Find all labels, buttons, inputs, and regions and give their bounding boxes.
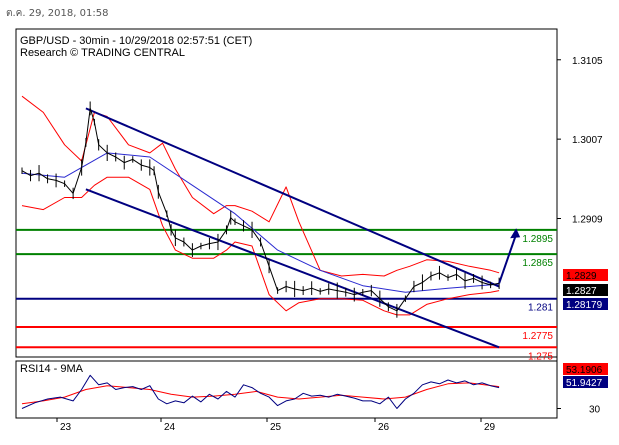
rsi-title: RSI14 - 9MA [20, 363, 84, 375]
rsi-tag-text: 51.9427 [566, 378, 603, 389]
price-panel-frame [15, 28, 558, 358]
time-tick-label: 29 [484, 422, 496, 433]
bollinger-lower-line [21, 176, 500, 316]
trend-channel [85, 107, 500, 349]
moving-average [21, 152, 500, 293]
price-tag-text: 1.28179 [566, 300, 603, 311]
channel-upper-line [85, 107, 500, 288]
price-tick-label: 1.2909 [572, 215, 603, 226]
time-tick-label: 25 [270, 422, 282, 433]
price-tag-text: 1.2827 [566, 286, 597, 297]
level-label: 1.2865 [522, 258, 553, 269]
channel-lower-line [85, 188, 500, 349]
price-tick-label: 1.3007 [572, 135, 603, 146]
price-tag-box [563, 284, 608, 296]
price-tag-text: 1.2829 [566, 271, 597, 282]
chart-title: GBP/USD - 30min - 10/29/2018 02:57:51 (C… [20, 35, 252, 47]
forecast-arrow-head [510, 228, 521, 239]
price-tick-label: 1.3105 [572, 56, 603, 67]
rsi-tag-text: 53.1906 [566, 365, 603, 376]
level-label: 1.2775 [522, 331, 553, 342]
price-tags: 1.2829 1.2827 1.28179 53.1906 51.9427 [563, 269, 608, 389]
price-tag-box [563, 298, 608, 310]
time-tick-label: 26 [378, 422, 390, 433]
price-line [21, 107, 500, 312]
price-tag-box [563, 269, 608, 281]
level-label: 1.275 [528, 351, 553, 362]
rsi-line [21, 374, 500, 409]
forecast-arrow [498, 228, 521, 284]
forecast-arrow-shaft [498, 233, 518, 284]
rsi-tick-label: 30 [589, 405, 601, 416]
rsi-series [21, 374, 500, 409]
chart-subtitle: Research © TRADING CENTRAL [20, 47, 185, 59]
timestamp-text: ต.ค. 29, 2018, 01:58 [6, 8, 109, 19]
price-axis-ticks: 1.3105 1.3007 1.2909 30 [557, 56, 603, 416]
time-tick-label: 24 [164, 422, 176, 433]
level-label: 1.281 [528, 303, 553, 314]
rsi-panel-frame [15, 360, 558, 419]
rsi-tag-box [563, 363, 608, 375]
time-axis-ticks: 23 24 25 26 29 [56, 418, 496, 433]
price-series [21, 101, 500, 318]
moving-average-line [21, 152, 500, 293]
time-tick-label: 23 [60, 422, 72, 433]
level-label: 1.2895 [522, 234, 553, 245]
rsi-tag-box [563, 376, 608, 388]
timestamp-bar: ต.ค. 29, 2018, 01:58 [0, 0, 619, 22]
